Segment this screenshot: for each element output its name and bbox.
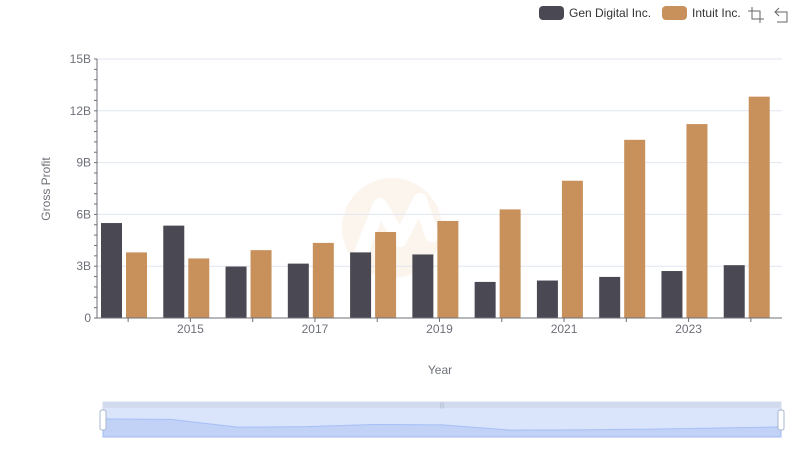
legend-label-gen-digital: Gen Digital Inc.	[569, 6, 652, 20]
y-axis-label: Gross Profit	[39, 157, 53, 221]
bar-gen-digital-2020	[474, 281, 496, 318]
bar-gen-digital-2017	[287, 263, 309, 318]
bar-gen-digital-2024	[723, 265, 745, 318]
legend-swatch-gen-digital	[539, 6, 564, 20]
bar-intuit-2024	[748, 96, 770, 319]
x-tick-label: 2021	[551, 322, 578, 336]
zoom-handle-right	[777, 409, 785, 431]
y-tick-label: 15B	[70, 52, 91, 66]
bar-intuit-2022	[624, 139, 646, 318]
bar-intuit-2017	[312, 242, 334, 318]
legend-item-gen-digital[interactable]: Gen Digital Inc.	[539, 6, 651, 20]
bar-gen-digital-2023	[661, 271, 683, 318]
bar-gen-digital-2019	[412, 254, 434, 318]
zoom-handle-left	[99, 409, 107, 431]
y-tick-label: 6B	[76, 207, 91, 221]
x-tick-label: 2019	[426, 322, 453, 336]
bar-gen-digital-2016	[225, 266, 247, 318]
data-zoom-slider[interactable]: |||	[99, 401, 785, 438]
bar-gen-digital-2022	[599, 276, 621, 318]
bar-intuit-2023	[686, 124, 708, 318]
zoom-grip: |||	[440, 403, 445, 409]
zoom-selection	[103, 408, 781, 437]
y-tick-label: 3B	[76, 259, 91, 273]
chart-legend: Gen Digital Inc. Intuit Inc.	[539, 4, 752, 22]
bar-gen-digital-2015	[163, 225, 185, 318]
y-tick-label: 0	[84, 311, 91, 325]
legend-swatch-intuit	[662, 6, 688, 20]
x-tick-label: 2015	[177, 322, 204, 336]
bar-intuit-2019	[437, 220, 459, 318]
x-tick-label: 2017	[302, 322, 329, 336]
bar-gen-digital-2014	[101, 223, 122, 318]
x-axis-label: Year	[428, 363, 452, 377]
legend-label-intuit: Intuit Inc.	[692, 6, 741, 20]
bar-intuit-2014	[126, 252, 147, 318]
y-tick-label: 9B	[76, 156, 91, 170]
bar-intuit-2016	[250, 250, 272, 318]
bar-intuit-2021	[561, 180, 583, 318]
bar-intuit-2020	[499, 209, 521, 318]
legend-item-intuit[interactable]: Intuit Inc.	[662, 6, 741, 20]
zoom-bar-top	[103, 402, 781, 408]
bar-series	[101, 96, 770, 319]
bar-intuit-2018	[375, 232, 397, 318]
bar-gen-digital-2021	[536, 280, 558, 318]
x-tick-label: 2023	[675, 322, 702, 336]
zoom-icon[interactable]	[748, 7, 764, 23]
x-axis: 2015 2017 2019 2021 2023	[97, 317, 782, 336]
y-axis: 0 3B 6B 9B 12B 15B	[70, 52, 98, 325]
chart-toolbox	[748, 7, 800, 23]
zoom-preview-area	[102, 418, 782, 438]
bar-gen-digital-2018	[350, 252, 372, 318]
restore-icon[interactable]	[774, 7, 790, 23]
bar-intuit-2015	[188, 258, 210, 318]
y-tick-label: 12B	[70, 104, 91, 118]
